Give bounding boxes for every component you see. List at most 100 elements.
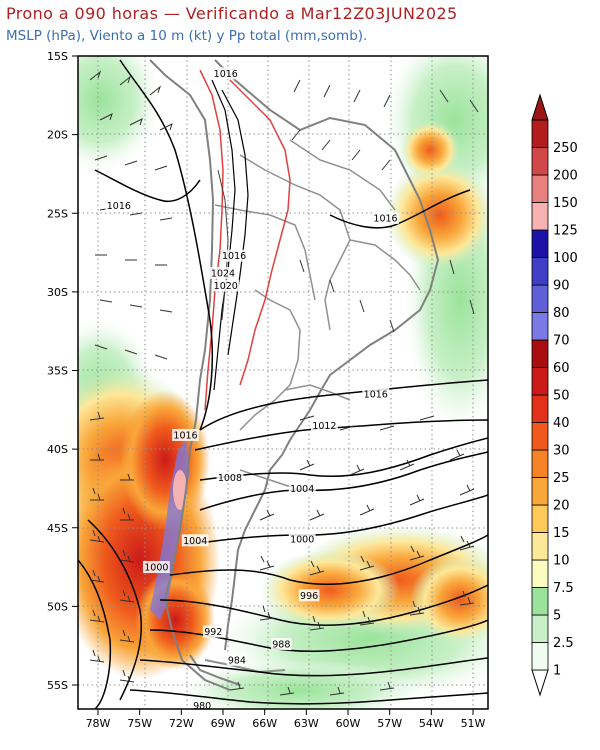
lon-label: 69W xyxy=(211,717,236,730)
lat-label: 20S xyxy=(47,129,68,142)
colorbar-label: 50 xyxy=(553,389,570,404)
lon-label: 60W xyxy=(336,717,361,730)
colorbar-swatch xyxy=(531,587,549,616)
isobar-label-bg xyxy=(220,249,248,262)
isobar-label-bg xyxy=(362,388,390,401)
colorbar-label: 70 xyxy=(553,334,570,349)
isobar-label-bg xyxy=(288,532,316,545)
isobar-label-bg xyxy=(209,267,237,280)
colorbar-max-triangle xyxy=(531,93,549,121)
isobar-label-bg xyxy=(142,561,170,574)
colorbar-swatch xyxy=(531,229,549,258)
isobar-label: 1000 xyxy=(290,534,314,545)
isobar-label: 1012 xyxy=(312,421,336,432)
isobar-label-bg xyxy=(310,419,338,432)
latitude-labels: 15S 20S 25S 30S 35S 40S 45S 50S 55S xyxy=(47,50,78,692)
coastlines-borders xyxy=(149,59,440,691)
colorbar-swatch xyxy=(531,559,549,588)
lat-label: 15S xyxy=(47,50,68,63)
colorbar-label: 10 xyxy=(553,554,570,569)
lon-label: 54W xyxy=(419,717,444,730)
isobar-label: 1016 xyxy=(107,201,131,212)
lon-label: 78W xyxy=(86,717,111,730)
colorbar-swatch xyxy=(531,202,549,231)
isobar-label: 1016 xyxy=(214,69,238,80)
isobar-label-bg xyxy=(105,199,133,212)
isobar-label: 980 xyxy=(193,701,211,712)
colorbar-swatch xyxy=(531,477,549,506)
colorbar-swatch xyxy=(531,312,549,341)
colorbar-swatch xyxy=(531,119,549,148)
lat-label: 40S xyxy=(47,443,68,456)
colorbar-label: 40 xyxy=(553,416,570,431)
lat-label: 35S xyxy=(47,365,68,378)
colorbar-label: 150 xyxy=(553,196,578,211)
colorbar-label: 2.5 xyxy=(553,636,574,651)
isobar-label: 1016 xyxy=(373,213,397,224)
colorbar-label: 30 xyxy=(553,444,570,459)
isobar-label: 988 xyxy=(272,640,290,651)
isobar-label: 984 xyxy=(228,655,246,666)
graticule xyxy=(78,56,488,709)
isobar-label: 1004 xyxy=(290,484,314,495)
colorbar-swatch xyxy=(531,642,549,671)
isobar-label: 1020 xyxy=(214,281,238,292)
colorbar-label: 80 xyxy=(553,306,570,321)
isobar-label-bg xyxy=(216,471,244,484)
lon-label: 57W xyxy=(377,717,402,730)
isobar-label-bg xyxy=(212,67,240,80)
lat-label: 45S xyxy=(47,522,68,535)
colorbar-swatch xyxy=(531,394,549,423)
colorbar-swatch xyxy=(531,614,549,643)
colorbar-swatch xyxy=(531,504,549,533)
lat-label: 25S xyxy=(47,207,68,220)
colorbar-label: 90 xyxy=(553,279,570,294)
colorbar-label: 15 xyxy=(553,526,570,541)
lon-label: 66W xyxy=(252,717,277,730)
isobar-label-bg xyxy=(372,211,399,224)
colorbar-label: 5 xyxy=(553,609,561,624)
isobar-label: 1000 xyxy=(144,563,168,574)
colorbar-swatch xyxy=(531,422,549,451)
colorbar-label: 100 xyxy=(553,251,578,266)
lon-label: 75W xyxy=(127,717,152,730)
colorbar-swatch xyxy=(531,174,549,203)
lat-label: 55S xyxy=(47,679,68,692)
colorbar-label: 60 xyxy=(553,361,570,376)
wind-barbs xyxy=(89,70,479,696)
isobar-label: 1008 xyxy=(218,473,242,484)
lat-label: 50S xyxy=(47,600,68,613)
colorbar-label: 25 xyxy=(553,471,570,486)
lon-label: 51W xyxy=(461,717,486,730)
colorbar-swatch xyxy=(531,147,549,176)
colorbar-label: 20 xyxy=(553,499,570,514)
precip-colorbar: 1 2.5 5 7.5 10 15 20 25 30 40 50 60 70 80 90 100 125 150 2… xyxy=(531,93,578,697)
isobar-label-bg xyxy=(172,428,199,441)
isobar-label-bg xyxy=(181,534,209,547)
isobar-label-bg xyxy=(271,638,292,651)
colorbar-min-triangle xyxy=(531,669,549,697)
isobar-label: 1004 xyxy=(183,536,207,547)
colorbar-label: 200 xyxy=(553,169,578,184)
lon-label: 63W xyxy=(294,717,319,730)
colorbar-swatch xyxy=(531,367,549,396)
isobar-label: 1024 xyxy=(211,269,235,280)
colorbar-label: 125 xyxy=(553,224,578,239)
andes-contours xyxy=(199,69,291,411)
isobar-label-bg xyxy=(298,589,320,602)
isobar-label-bg xyxy=(202,625,224,638)
colorbar-label: 7.5 xyxy=(553,581,574,596)
isobar-label: 1016 xyxy=(222,251,246,262)
colorbar-swatch xyxy=(531,339,549,368)
colorbar-label: 1 xyxy=(553,664,561,679)
isobar-label-bg xyxy=(212,279,240,292)
map-subtitle: MSLP (hPa), Viento a 10 m (kt) y Pp tota… xyxy=(6,28,368,44)
isobar-label: 992 xyxy=(204,627,222,638)
colorbar-swatch xyxy=(531,449,549,478)
map-title: Prono a 090 horas — Verificando a Mar12Z… xyxy=(6,4,458,23)
isobar-label-bg xyxy=(226,653,248,666)
lat-label: 30S xyxy=(47,286,68,299)
isobar-label: 996 xyxy=(300,591,318,602)
